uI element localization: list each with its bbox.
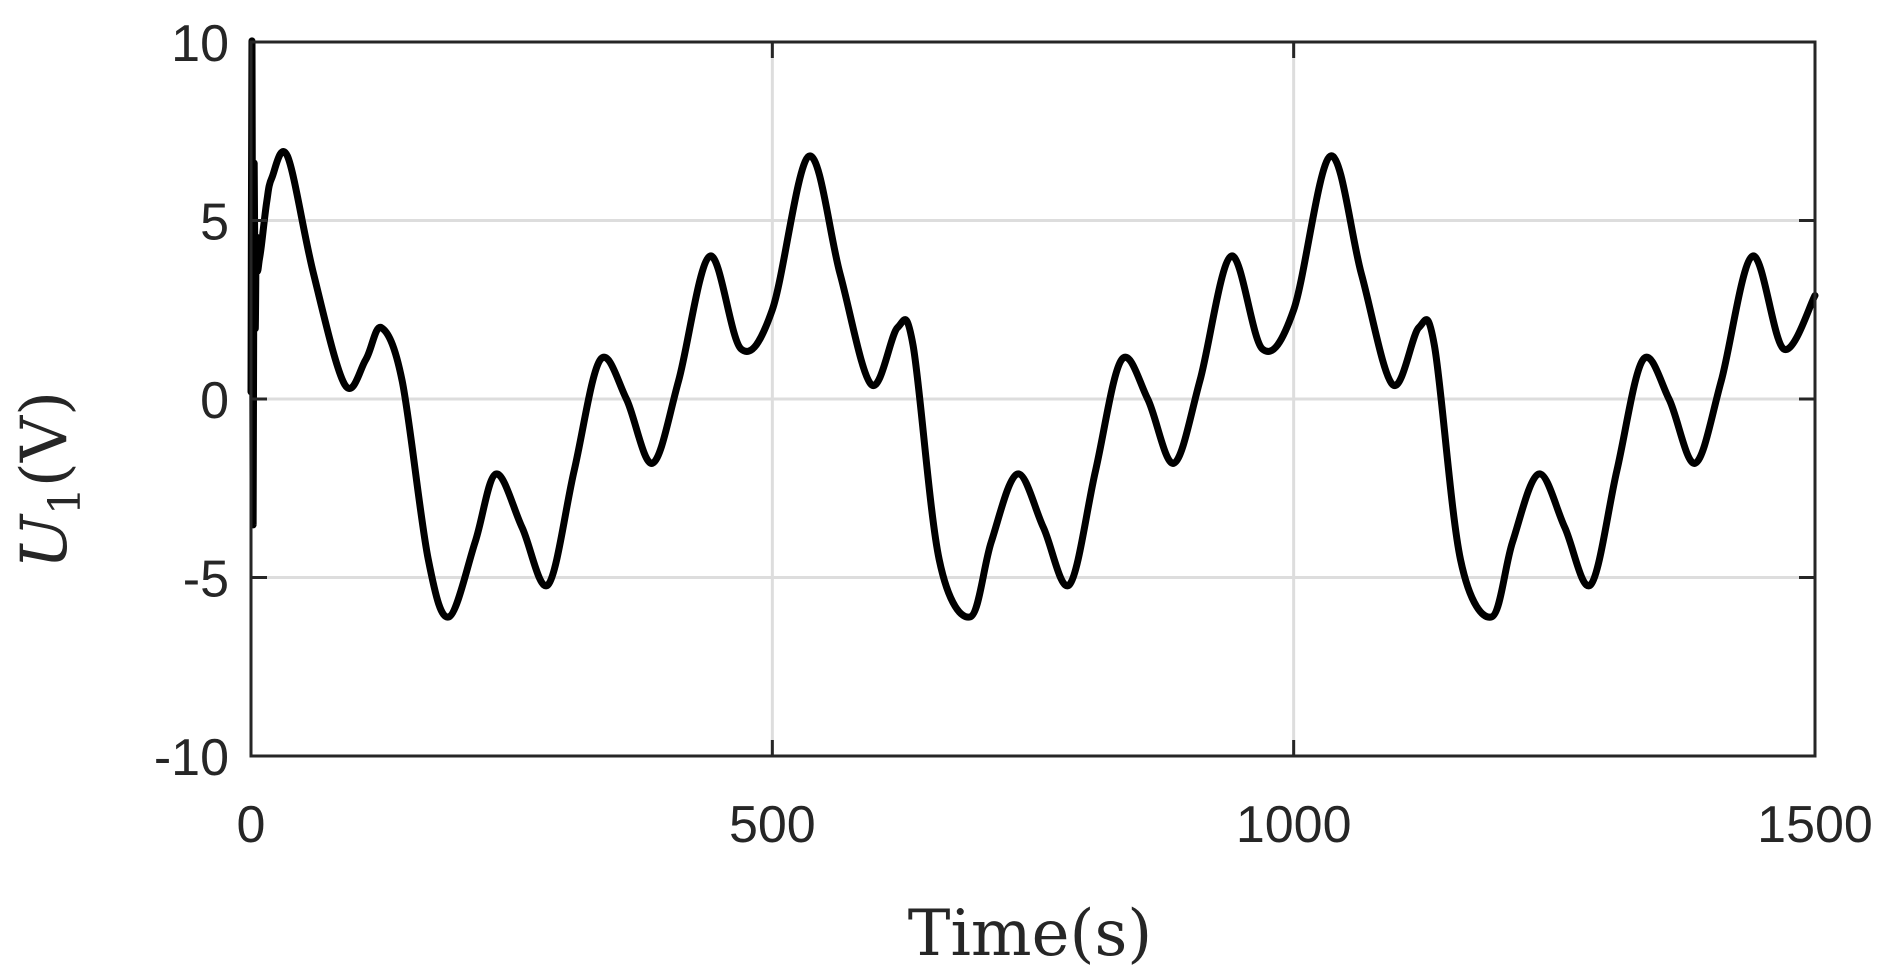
x-tick-label: 1000 bbox=[1236, 796, 1352, 854]
grid-layer bbox=[251, 42, 1815, 756]
x-tick-label: 500 bbox=[729, 796, 816, 854]
y-axis-title-unit: (V) bbox=[8, 391, 82, 487]
y-tick-label: -5 bbox=[183, 551, 229, 609]
tick-label-layer: 0 500 1000 1500 -10 -5 0 5 10 bbox=[154, 15, 1873, 854]
y-axis-title: U1(V) bbox=[8, 391, 91, 569]
x-axis-title: Time(s) bbox=[908, 897, 1153, 971]
y-tick-label: -10 bbox=[154, 729, 229, 787]
y-tick-label: 10 bbox=[171, 15, 229, 73]
series-layer bbox=[247, 37, 1819, 621]
x-tick-label: 1500 bbox=[1757, 796, 1873, 854]
y-axis-title-subscript: 1 bbox=[40, 487, 91, 515]
series-line-u1 bbox=[247, 37, 1819, 621]
x-tick-label: 0 bbox=[237, 796, 266, 854]
axis-layer bbox=[249, 40, 1817, 758]
y-axis-title-main: U bbox=[8, 513, 82, 569]
y-tick-label: 0 bbox=[200, 372, 229, 430]
axes-box bbox=[249, 40, 1817, 758]
y-tick-label: 5 bbox=[200, 194, 229, 252]
